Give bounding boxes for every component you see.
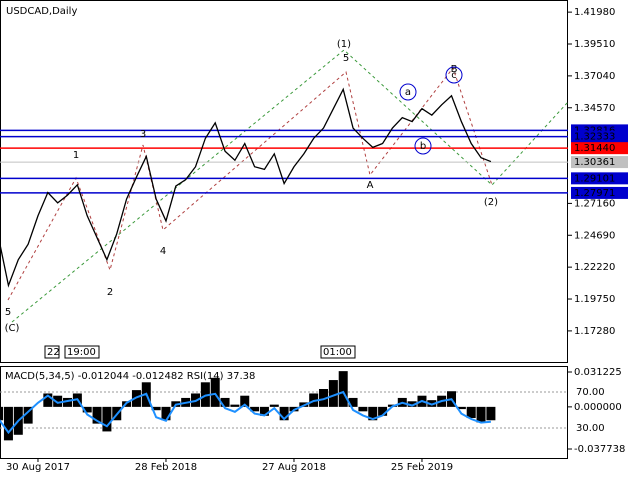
macd-bar xyxy=(358,406,368,412)
level-label-box xyxy=(571,156,628,169)
rsi-tick-label: 30.00 xyxy=(576,423,605,434)
wave-label: 5 xyxy=(343,53,349,64)
wave-label: (2) xyxy=(484,197,498,208)
macd-bar xyxy=(3,406,13,441)
macd-bar xyxy=(279,406,289,421)
macd-bar xyxy=(220,397,230,407)
macd-bar xyxy=(486,406,496,421)
separator-label: 22 xyxy=(47,347,60,358)
macd-bar xyxy=(466,406,476,419)
macd-bar xyxy=(23,406,33,424)
level-label: 1.29101 xyxy=(574,173,615,184)
wave-circle xyxy=(399,83,417,101)
x-tick-label: 25 Feb 2019 xyxy=(391,462,453,473)
wave-circle xyxy=(445,66,463,84)
separator-box xyxy=(64,345,100,359)
chart-title: USDCAD,Daily xyxy=(6,6,77,17)
macd-bar xyxy=(102,406,112,432)
macd-bar xyxy=(82,406,92,413)
macd-bar xyxy=(200,382,210,407)
x-tick-label: 30 Aug 2017 xyxy=(6,462,70,473)
macd-bar xyxy=(0,406,4,421)
y-tick-label: 1.41980 xyxy=(574,7,615,18)
wave-label: A xyxy=(367,180,374,191)
wave-label: c xyxy=(451,70,457,81)
separator-box xyxy=(320,345,356,359)
separator-label: 01:00 xyxy=(323,347,352,358)
y-tick-label: 1.34570 xyxy=(574,103,615,114)
level-label: 1.27971 xyxy=(574,188,615,199)
separator-box xyxy=(44,345,60,359)
macd-bar xyxy=(210,377,220,407)
price-line xyxy=(0,87,492,288)
wave-label: (1) xyxy=(337,39,351,50)
y-tick-label: 1.39510 xyxy=(574,39,615,50)
macd-bar xyxy=(456,406,466,410)
y-tick-label: 1.24690 xyxy=(574,230,615,241)
macd-bar xyxy=(348,397,358,407)
macd-bar xyxy=(259,406,269,416)
level-label: 1.31440 xyxy=(574,143,615,154)
level-label-box xyxy=(571,142,628,155)
main-panel xyxy=(0,0,568,363)
y-tick-label: 1.37040 xyxy=(574,71,615,82)
macd-bar xyxy=(328,380,338,407)
macd-bar xyxy=(407,401,417,407)
macd-tick-label: -0.037738 xyxy=(574,444,625,455)
macd-bar xyxy=(151,406,161,411)
macd-bar xyxy=(427,400,437,407)
wave-label: 4 xyxy=(160,246,166,257)
macd-tick-label: 0.000000 xyxy=(574,402,622,413)
wave-label: (C) xyxy=(5,323,20,334)
wave-label: a xyxy=(405,87,411,98)
macd-bar xyxy=(230,404,240,407)
x-tick-label: 27 Aug 2018 xyxy=(262,462,326,473)
macd-bar xyxy=(368,406,378,421)
macd-bar xyxy=(63,397,73,407)
rsi-tick-label: 70.00 xyxy=(576,387,605,398)
level-label: 1.32333 xyxy=(574,132,615,143)
separator-label: 19:00 xyxy=(67,347,96,358)
y-tick-label: 1.27160 xyxy=(574,198,615,209)
y-tick-label: 1.19750 xyxy=(574,294,615,305)
level-label-box xyxy=(571,172,628,185)
macd-bar xyxy=(161,406,171,421)
macd-bar xyxy=(378,406,388,416)
wave-circle xyxy=(414,137,432,155)
macd-bar xyxy=(338,371,348,407)
rsi-line xyxy=(0,390,491,435)
indicator-title: MACD(5,34,5) -0.012044 -0.012482 RSI(14)… xyxy=(5,371,255,382)
level-label-box xyxy=(571,186,628,199)
wave-label: 1 xyxy=(73,150,79,161)
wave-label: B xyxy=(451,64,458,75)
level-label-box xyxy=(571,130,628,143)
macd-bar xyxy=(240,395,250,407)
wave-label: 5 xyxy=(5,307,11,318)
wave-label: 2 xyxy=(107,287,113,298)
wave-line xyxy=(11,49,569,323)
level-label: 1.30361 xyxy=(574,157,615,168)
x-tick-label: 28 Feb 2018 xyxy=(135,462,197,473)
y-tick-label: 1.22220 xyxy=(574,262,615,273)
macd-bar xyxy=(92,406,102,424)
macd-bar xyxy=(476,406,486,423)
macd-bar xyxy=(319,389,329,407)
macd-bar xyxy=(53,395,63,407)
macd-tick-label: 0.031225 xyxy=(574,367,622,378)
wave-label: 3 xyxy=(140,129,146,140)
macd-bar xyxy=(250,406,260,412)
macd-bar xyxy=(269,404,279,407)
wave-label: b xyxy=(420,141,426,152)
macd-bar xyxy=(43,393,53,407)
y-tick-label: 1.17280 xyxy=(574,326,615,337)
